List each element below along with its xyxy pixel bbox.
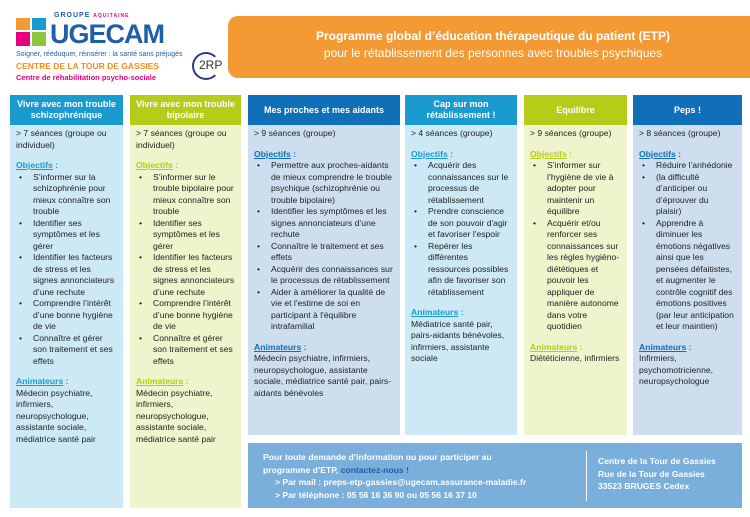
- objective-item: (la difficulté d’anticiper ou d’éprouver…: [639, 172, 736, 218]
- objectives-label: Objectifs: [254, 148, 291, 159]
- address-line: Rue de la Tour de Gassies: [598, 468, 705, 479]
- contact-link[interactable]: contactez-nous !: [340, 464, 409, 475]
- program-card: Equilibre > 9 séances (groupe) Objectifs…: [524, 95, 627, 435]
- objective-item: Connaître et gérer son traitement et ses…: [16, 333, 117, 368]
- program-sessions: > 7 séances (groupe ou individuel): [136, 128, 227, 150]
- program-sessions: > 8 séances (groupe): [639, 128, 721, 138]
- ugecam-logo: GROUPE AQUITAINE UGECAM Soigner, rééduqu…: [16, 12, 226, 87]
- objective-item: S’informer sur la schizophrénie pour mie…: [16, 172, 117, 218]
- objective-item: Identifier les facteurs de stress et les…: [16, 252, 117, 298]
- objective-item: Connaître le traitement et ses effets: [254, 241, 394, 264]
- objective-item: Acquérir et/ou renforcer ses connaissanc…: [530, 218, 621, 333]
- animators-label: Animateurs: [16, 376, 64, 386]
- title-banner: Programme global d’éducation thérapeutiq…: [228, 16, 750, 78]
- objectives-list: S’informer sur l’hygiène de vie à adopte…: [530, 160, 621, 333]
- objective-item: S’informer sur l’hygiène de vie à adopte…: [530, 160, 621, 218]
- objectives-list: Acquérir des connaissances sur le proces…: [411, 160, 511, 298]
- contact-phone: > Par téléphone : 05 56 16 36 90 ou 05 5…: [275, 489, 477, 500]
- logo-region: AQUITAINE: [93, 13, 130, 19]
- logo-figure-icon: [16, 18, 46, 46]
- animators-text: Diététicienne, infirmiers: [530, 353, 620, 363]
- contact-mail[interactable]: > Par mail : preps-etp-gassies@ugecam.as…: [275, 477, 527, 487]
- animators-label: Animateurs: [254, 341, 302, 352]
- logo-groupe: GROUPE AQUITAINE: [54, 12, 129, 20]
- objectives-label: Objectifs: [411, 148, 448, 159]
- address-line: Centre de la Tour de Gassies: [598, 456, 716, 466]
- objectives-label: Objectifs: [16, 160, 53, 170]
- program-card: Peps ! > 8 séances (groupe) Objectifs : …: [633, 95, 742, 435]
- animators-text: Médecin psychiatre, infirmiers, neuropsy…: [254, 353, 392, 398]
- animators-text: Infirmiers, psychomotricienne, neuropsyc…: [639, 353, 714, 386]
- footer-line2: programme d’ETP,: [263, 464, 339, 475]
- objective-item: Comprendre l’intérêt d’une bonne hygiène…: [136, 298, 235, 333]
- program-sessions: > 9 séances (groupe): [530, 128, 612, 138]
- program-title: Peps !: [633, 95, 742, 125]
- objectives-list: Permettre aux proches-aidants de mieux c…: [254, 160, 394, 333]
- page-title: Programme global d’éducation thérapeutiq…: [315, 29, 671, 43]
- program-card: Cap sur mon rétablissement ! > 4 séances…: [405, 95, 517, 435]
- objective-item: Connaître et gérer son traitement et ses…: [136, 333, 235, 368]
- program-title: Vivre avec mon trouble schizophrénique: [10, 95, 123, 125]
- objective-item: Identifier les symptômes et les signes a…: [254, 206, 394, 241]
- animators-label: Animateurs: [639, 341, 687, 352]
- logo-groupe-text: GROUPE: [54, 12, 91, 19]
- page-subtitle: pour le rétablissement des personnes ave…: [323, 46, 663, 60]
- 2rp-logo: 2RP: [192, 52, 224, 82]
- objective-item: Acquérir des connaissances sur le proces…: [411, 160, 511, 206]
- program-sessions: > 4 séances (groupe): [411, 128, 493, 138]
- objectives-list: Réduire l’anhédonie(la difficulté d’anti…: [639, 160, 736, 333]
- objectives-label: Objectifs: [136, 160, 173, 170]
- objective-item: Identifier les facteurs de stress et les…: [136, 252, 235, 298]
- objective-item: Réduire l’anhédonie: [639, 160, 736, 172]
- objective-item: Prendre conscience de son pouvoir d'agir…: [411, 206, 511, 241]
- objective-item: Permettre aux proches-aidants de mieux c…: [254, 160, 394, 206]
- animators-label: Animateurs: [530, 341, 578, 352]
- program-sessions: > 7 séances (groupe ou individuel): [16, 128, 107, 150]
- objective-item: S’informer sur le trouble bipolaire pour…: [136, 172, 235, 218]
- program-card: Mes proches et mes aidants > 9 séances (…: [248, 95, 400, 435]
- objective-item: Apprendre à diminuer les émotions négati…: [639, 218, 736, 333]
- contact-footer: Pour toute demande d’information ou pour…: [248, 443, 742, 508]
- objective-item: Aider à améliorer la qualité de vie et l…: [254, 287, 394, 333]
- objectives-list: S’informer sur le trouble bipolaire pour…: [136, 172, 235, 368]
- program-title: Mes proches et mes aidants: [248, 95, 400, 125]
- objective-item: Repérer les différentes ressources possi…: [411, 241, 511, 299]
- 2rp-text: 2RP: [199, 58, 223, 72]
- divider: [586, 451, 587, 501]
- animators-label: Animateurs: [411, 307, 459, 317]
- objectives-label: Objectifs: [639, 148, 676, 159]
- objective-item: Acquérir des connaissances sur le proces…: [254, 264, 394, 287]
- logo-brand: UGECAM: [50, 19, 165, 49]
- objectives-label: Objectifs: [530, 148, 567, 159]
- animators-label: Animateurs: [136, 376, 184, 386]
- animators-text: Médecin psychiatre, infirmiers, neuropsy…: [136, 387, 216, 444]
- animators-text: Médecin psychiatre, infirmiers, neuropsy…: [16, 387, 96, 444]
- program-sessions: > 9 séances (groupe): [254, 128, 336, 138]
- centre-name: CENTRE DE LA TOUR DE GASSIES: [16, 61, 160, 71]
- program-title: Equilibre: [524, 95, 627, 125]
- objectives-list: S’informer sur la schizophrénie pour mie…: [16, 172, 117, 368]
- objective-item: Identifier ses symptômes et les gérer: [16, 218, 117, 253]
- address: Centre de la Tour de Gassies Rue de la T…: [598, 455, 716, 493]
- objective-item: Identifier ses symptômes et les gérer: [136, 218, 235, 253]
- logo-slogan: Soigner, rééduquer, réinsérer : la santé…: [16, 51, 183, 58]
- centre-subtitle: Centre de réhabilitation psycho-sociale: [16, 73, 157, 82]
- program-title: Vivre avec mon trouble bipolaire: [130, 95, 241, 125]
- program-title: Cap sur mon rétablissement !: [405, 95, 517, 125]
- program-card: Vivre avec mon trouble schizophrénique >…: [10, 95, 123, 508]
- program-card: Vivre avec mon trouble bipolaire > 7 séa…: [130, 95, 241, 508]
- animators-text: Médiatrice santé pair, pairs-aidants bén…: [411, 318, 505, 364]
- address-line: 33523 BRUGES Cedex: [598, 481, 690, 491]
- footer-line1: Pour toute demande d’information ou pour…: [263, 452, 492, 462]
- objective-item: Comprendre l’intérêt d’une bonne hygiène…: [16, 298, 117, 333]
